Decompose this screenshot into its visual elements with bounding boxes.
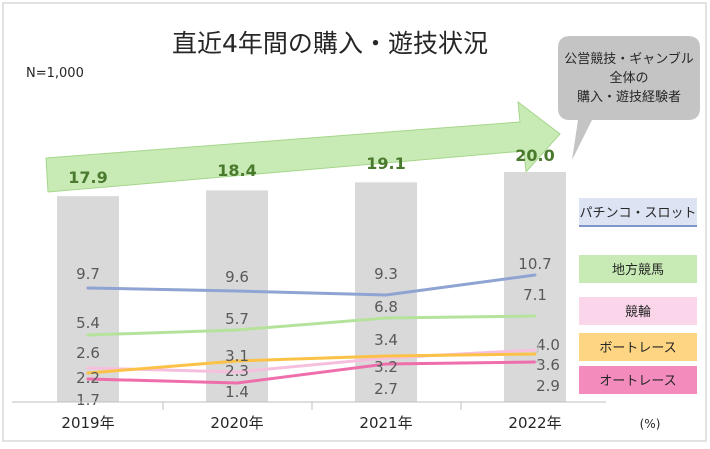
growth-arrow bbox=[45, 100, 561, 193]
series-2-label-0: 2.6 bbox=[76, 344, 100, 362]
series-0-label-1: 9.6 bbox=[225, 268, 249, 286]
series-line-3 bbox=[86, 352, 537, 375]
bar-label-2: 19.1 bbox=[366, 154, 405, 173]
series-0-label-0: 9.7 bbox=[76, 265, 100, 283]
series-3-label-1: 3.1 bbox=[225, 347, 249, 365]
series-3-label-3: 4.0 bbox=[536, 336, 560, 354]
x-tick-0: 2019年 bbox=[61, 414, 114, 432]
x-tick-labels: 2019年 2020年 2021年 2022年 bbox=[61, 414, 561, 432]
series-1-label-3: 7.1 bbox=[523, 286, 547, 304]
callout-line-0: 公営競技・ギャンブル bbox=[564, 51, 694, 67]
x-tick-1: 2020年 bbox=[210, 414, 263, 432]
callout-line-2: 購入・遊技経験者 bbox=[577, 90, 681, 105]
legend-swatch-3 bbox=[579, 333, 697, 361]
leader-line-0 bbox=[535, 343, 540, 353]
chart-title: 直近4年間の購入・遊技状況 bbox=[172, 29, 488, 58]
legend-label-4: オートレース bbox=[599, 374, 676, 389]
legend-label-0: パチンコ・スロット bbox=[579, 206, 696, 221]
callout-line-1: 全体の bbox=[609, 70, 648, 86]
legend-swatch-1 bbox=[579, 255, 697, 283]
series-2-label-2: 3.4 bbox=[374, 331, 398, 349]
series-4-label-2: 2.7 bbox=[374, 380, 398, 398]
series-3-label-0: 2.2 bbox=[76, 369, 100, 387]
series-3-label-2: 3.2 bbox=[374, 358, 398, 376]
series-1-label-2: 6.8 bbox=[374, 298, 398, 316]
legend-swatch-2 bbox=[579, 297, 697, 325]
legend-swatch-0 bbox=[579, 198, 697, 226]
sample-size-note: N=1,000 bbox=[26, 66, 84, 81]
legend-label-2: 競輪 bbox=[625, 304, 651, 320]
bar-label-3: 20.0 bbox=[515, 146, 554, 165]
series-4-label-1: 1.4 bbox=[225, 383, 249, 401]
series-4-label-0: 1.7 bbox=[76, 391, 100, 409]
series-0-label-2: 9.3 bbox=[374, 265, 398, 283]
line-series bbox=[86, 273, 537, 385]
callout-text: 公営競技・ギャンブル全体の購入・遊技経験者 bbox=[564, 51, 694, 105]
leader-line-1 bbox=[535, 361, 541, 366]
legend-label-3: ボートレース bbox=[599, 341, 676, 356]
callout-bubble bbox=[558, 36, 700, 160]
legend-swatch-4 bbox=[579, 366, 697, 394]
bar-value-labels: 17.9 18.4 19.1 20.0 bbox=[68, 146, 554, 187]
series-0-label-3: 10.7 bbox=[518, 255, 551, 273]
series-4-label-3: 2.9 bbox=[536, 377, 560, 395]
series-2-label-3: 3.6 bbox=[536, 356, 560, 374]
x-tick-3: 2022年 bbox=[508, 414, 561, 432]
bar-label-0: 17.9 bbox=[68, 168, 107, 187]
unit-label: (%) bbox=[640, 417, 661, 431]
category-dividers bbox=[162, 402, 462, 410]
series-line-4 bbox=[86, 360, 537, 385]
bar-label-1: 18.4 bbox=[217, 161, 256, 180]
bar-1 bbox=[206, 190, 268, 402]
bar-series-callout: 公営競技・ギャンブル全体の購入・遊技経験者 bbox=[558, 36, 700, 160]
x-tick-2: 2021年 bbox=[359, 414, 412, 432]
series-1-label-1: 5.7 bbox=[225, 310, 249, 328]
series-line-0 bbox=[86, 273, 537, 297]
legend-label-1: 地方競馬 bbox=[612, 262, 664, 278]
series-1-label-0: 5.4 bbox=[76, 314, 100, 332]
line-value-labels: 9.7 9.6 9.3 10.7 5.4 5.7 6.8 7.1 2.6 2.3 3.4 3.6 2.2… bbox=[76, 255, 560, 409]
series-2-label-1: 2.3 bbox=[225, 362, 249, 380]
series-line-1 bbox=[86, 314, 537, 337]
